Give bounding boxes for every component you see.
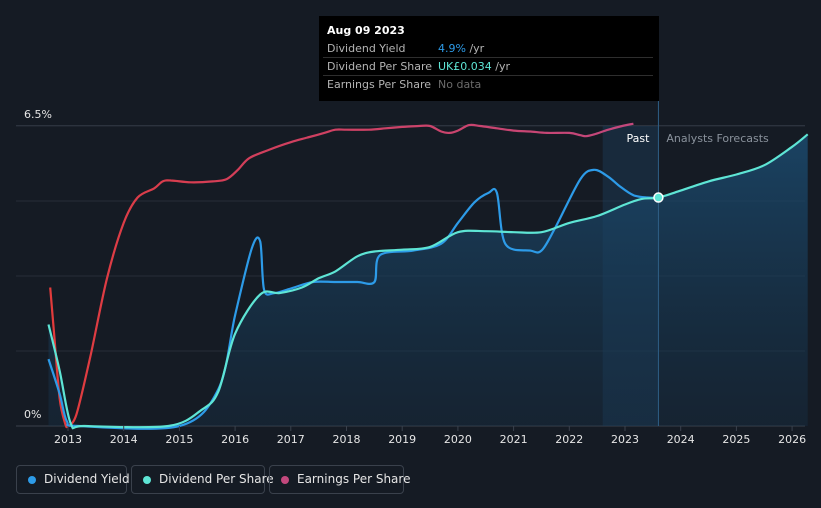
legend-item-dividend-yield[interactable]: Dividend Yield [16,465,130,494]
tooltip-row-dividend-per-share: Dividend Per Share UK£0.034 /yr [319,58,659,76]
legend-label: Dividend Per Share [159,472,274,486]
x-axis: 2013 2014 2015 2016 2017 2018 2019 2020 2021 2022… [54,426,806,446]
legend-dot-icon [281,476,289,484]
x-tick-label: 2013 [54,433,82,446]
tooltip-unit: /yr [465,42,485,55]
legend-item-dividend-per-share[interactable]: Dividend Per Share [131,465,274,494]
tooltip-divider [323,75,653,76]
tooltip-value: No data [438,78,482,91]
dividend-per-share-area [48,134,808,429]
tooltip-date: Aug 09 2023 [327,24,405,37]
x-tick-label: 2018 [333,433,361,446]
series-line-earnings-per-share [49,122,634,429]
x-tick-label: 2021 [500,433,528,446]
x-tick-label: 2023 [611,433,639,446]
x-tick-label: 2015 [165,433,193,446]
x-tick-label: 2019 [388,433,416,446]
past-label: Past [626,132,650,145]
tooltip-row-earnings-per-share: Earnings Per Share No data [319,76,659,94]
tooltip-unit: /yr [491,60,511,73]
legend-dot-icon [143,476,151,484]
x-tick-label: 2025 [722,433,750,446]
x-tick-label: 2022 [555,433,583,446]
analysts-forecasts-label: Analysts Forecasts [666,132,769,145]
tooltip-value: UK£0.034 [438,60,492,73]
series-line-dividend-per-share [47,133,809,430]
highlight-point[interactable] [653,192,664,203]
x-tick-label: 2016 [221,433,249,446]
tooltip-value: 4.9% [438,42,466,55]
x-tick-label: 2014 [110,433,138,446]
tooltip: Aug 09 2023 Dividend Yield 4.9% /yr Divi… [319,16,659,101]
x-tick-label: 2026 [778,433,806,446]
tooltip-label: Earnings Per Share [327,78,432,91]
x-tick-label: 2020 [444,433,472,446]
legend-label: Dividend Yield [44,472,130,486]
y-axis-top-label: 6.5% [24,108,52,121]
legend-label: Earnings Per Share [297,472,411,486]
tooltip-label: Dividend Yield [327,42,406,55]
x-tick-label: 2024 [667,433,695,446]
x-tick-label: 2017 [277,433,305,446]
tooltip-divider [323,57,653,58]
tooltip-row-dividend-yield: Dividend Yield 4.9% /yr [319,40,659,58]
legend-dot-icon [28,476,36,484]
tooltip-label: Dividend Per Share [327,60,433,73]
legend-item-earnings-per-share[interactable]: Earnings Per Share [269,465,410,494]
y-axis-bottom-label: 0% [24,408,41,421]
